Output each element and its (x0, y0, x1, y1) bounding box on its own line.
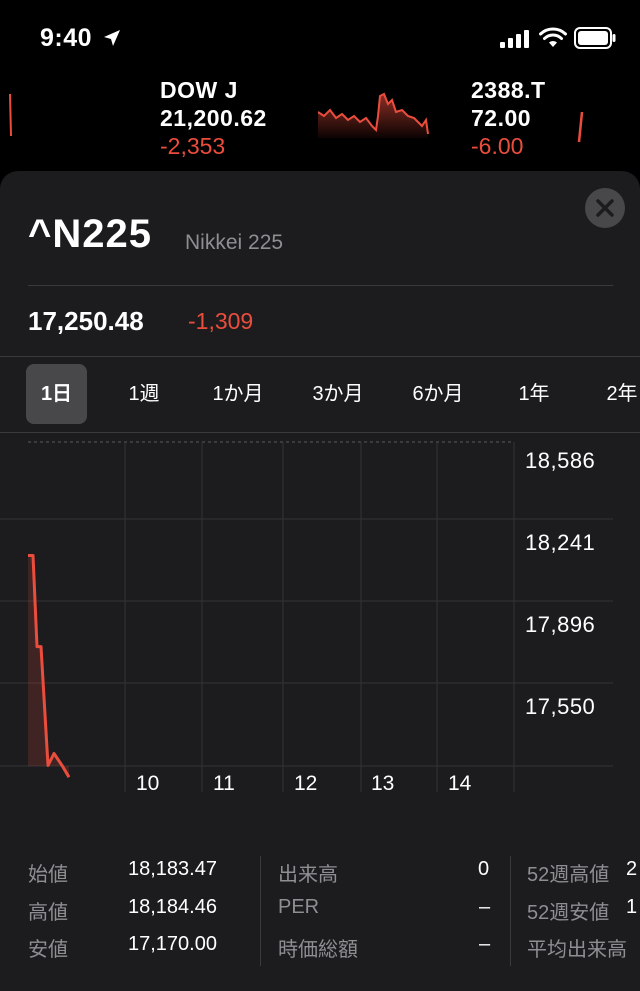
y-tick-label: 17,896 (525, 612, 596, 637)
stats-column-divider (260, 856, 261, 966)
header-divider (28, 285, 613, 286)
stat-label-market-cap: 時価総額 (278, 939, 358, 961)
stats-column-divider (510, 856, 511, 966)
close-icon (596, 199, 614, 217)
company-name: Nikkei 225 (185, 231, 284, 254)
ticker-item-dow[interactable]: DOW J 21,200.62 -2,353 (160, 76, 267, 160)
stat-value-open: 18,183.47 (128, 858, 217, 880)
stat-label-volume: 出来高 (278, 864, 338, 886)
stat-value-high: 18,184.46 (128, 896, 217, 918)
stat-label-high: 高値 (28, 902, 68, 924)
x-tick-label: 13 (371, 772, 395, 795)
x-tick-label: 14 (448, 772, 472, 795)
ticker-sparkline-left[interactable] (2, 92, 18, 138)
wifi-icon (539, 27, 567, 47)
y-tick-label: 18,586 (525, 448, 596, 473)
range-tab-1y[interactable]: 1年 (518, 383, 550, 405)
chart-area-fill (28, 555, 69, 778)
stat-value-low: 17,170.00 (128, 933, 217, 955)
range-divider (0, 432, 640, 433)
stat-label-low: 安値 (28, 939, 68, 961)
ticker-price: 72.00 (471, 105, 532, 131)
stat-value-per: – (479, 896, 491, 918)
stats-panel[interactable]: 始値 18,183.47 高値 18,184.46 安値 17,170.00 出… (0, 848, 640, 970)
stat-label-52w-high: 52週高値 (527, 864, 610, 886)
chart-canvas (0, 441, 613, 792)
stock-detail-sheet (0, 171, 640, 991)
ticker-strip: DOW J 21,200.62 -2,353 2388.T 72.00 -6.0… (0, 70, 640, 170)
stat-value-52w-high: 2 (626, 858, 638, 880)
y-tick-label: 17,550 (525, 694, 596, 719)
ticker-price: 21,200.62 (160, 105, 267, 131)
range-selector: 1日 1週 1か月 3か月 6か月 1年 2年 (0, 358, 640, 432)
battery-icon (574, 27, 616, 49)
stat-label-per: PER (278, 896, 320, 918)
x-tick-label: 11 (213, 772, 235, 795)
chart-grid (0, 441, 613, 792)
status-time: 9:40 (40, 24, 93, 52)
range-tab-3m[interactable]: 3か月 (312, 383, 364, 405)
ticker-item-2388[interactable]: 2388.T 72.00 -6.00 (471, 76, 546, 160)
range-tab-2y[interactable]: 2年 (606, 383, 638, 405)
status-bar: 9:40 (0, 0, 640, 75)
ticker-sparkline-dow[interactable] (318, 90, 430, 138)
price-divider (0, 356, 640, 357)
stock-symbol: ^N225 (28, 212, 152, 256)
ticker-symbol: 2388.T (471, 77, 546, 103)
range-tab-1d[interactable]: 1日 (26, 364, 87, 424)
stat-value-52w-low: 1 (626, 896, 638, 918)
ticker-symbol: DOW J (160, 77, 238, 103)
price-chart[interactable]: 18,586 18,241 17,896 17,550 10 11 12 13 … (0, 432, 640, 802)
y-tick-label: 18,241 (525, 530, 596, 555)
chart-line (28, 554, 71, 778)
range-tab-1m[interactable]: 1か月 (212, 383, 264, 405)
current-price: 17,250.48 (28, 306, 144, 336)
location-arrow-icon (104, 30, 120, 46)
range-tab-6m[interactable]: 6か月 (412, 383, 464, 405)
ticker-change: -2,353 (160, 133, 226, 159)
x-tick-label: 12 (294, 772, 318, 795)
stat-value-volume: 0 (478, 858, 490, 880)
stat-label-open: 始値 (28, 864, 68, 886)
ticker-sparkline-2388[interactable] (574, 110, 586, 144)
stat-label-avg-volume: 平均出来高 (527, 939, 627, 961)
stat-label-52w-low: 52週安値 (527, 902, 610, 924)
signal-icon (500, 30, 529, 48)
stat-value-market-cap: – (479, 933, 491, 955)
price-change: -1,309 (188, 308, 254, 334)
range-tab-1w[interactable]: 1週 (128, 383, 160, 405)
ticker-change: -6.00 (471, 133, 524, 159)
x-tick-label: 10 (136, 772, 160, 795)
close-button[interactable] (585, 188, 625, 228)
